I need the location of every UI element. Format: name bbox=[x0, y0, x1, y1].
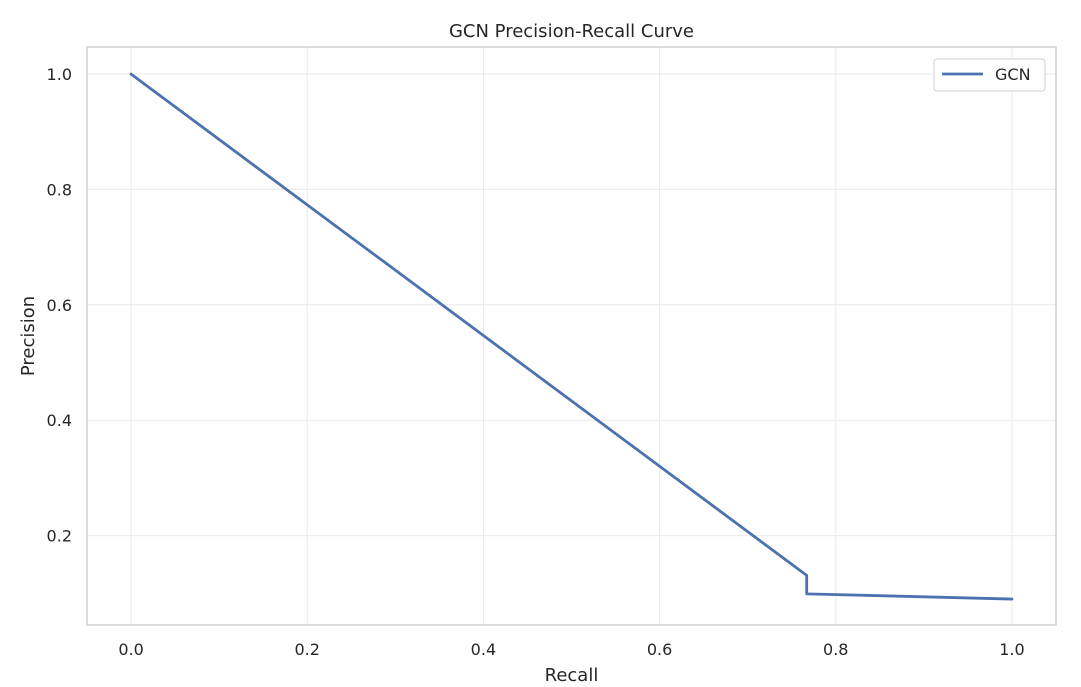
chart-title: GCN Precision-Recall Curve bbox=[449, 21, 694, 42]
x-tick-labels: 0.0 0.2 0.4 0.6 0.8 1.0 bbox=[118, 640, 1024, 659]
x-tick-label: 0.4 bbox=[471, 640, 496, 659]
x-tick-label: 0.2 bbox=[295, 640, 320, 659]
y-tick-labels: 0.2 0.4 0.6 0.8 1.0 bbox=[47, 65, 72, 545]
legend-label-gcn: GCN bbox=[995, 65, 1031, 84]
x-axis-label: Recall bbox=[545, 665, 599, 686]
series-line-gcn bbox=[129, 72, 1014, 601]
grid bbox=[87, 47, 1056, 625]
x-tick-label: 0.6 bbox=[647, 640, 672, 659]
x-tick-label: 0.0 bbox=[118, 640, 143, 659]
y-axis-label: Precision bbox=[18, 296, 39, 376]
y-tick-label: 0.2 bbox=[47, 527, 72, 546]
y-tick-label: 0.4 bbox=[47, 411, 72, 430]
legend: GCN bbox=[933, 58, 1046, 92]
x-tick-label: 1.0 bbox=[999, 640, 1024, 659]
legend-box bbox=[933, 58, 1046, 92]
axes-frame bbox=[86, 46, 1057, 626]
series-layer bbox=[129, 72, 1014, 601]
y-tick-label: 0.8 bbox=[47, 180, 72, 199]
y-tick-label: 1.0 bbox=[47, 65, 72, 84]
y-tick-label: 0.6 bbox=[47, 296, 72, 315]
x-tick-label: 0.8 bbox=[823, 640, 848, 659]
